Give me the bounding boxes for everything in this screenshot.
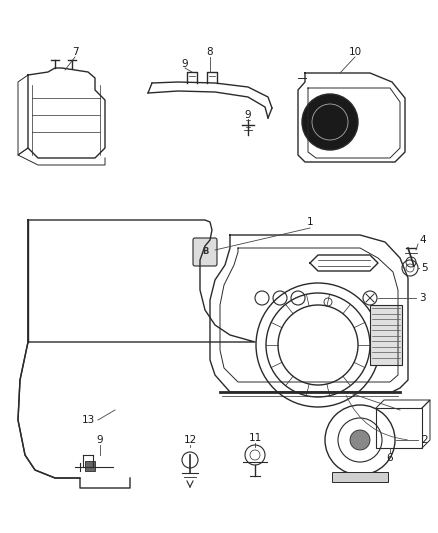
Bar xyxy=(370,305,402,365)
Circle shape xyxy=(302,94,358,150)
FancyBboxPatch shape xyxy=(193,238,217,266)
Bar xyxy=(85,461,95,471)
Text: 4: 4 xyxy=(420,235,426,245)
Text: 9: 9 xyxy=(97,435,103,445)
Circle shape xyxy=(350,430,370,450)
Text: B: B xyxy=(202,247,208,256)
Text: 8: 8 xyxy=(207,47,213,57)
Text: 9: 9 xyxy=(182,59,188,69)
Text: 6: 6 xyxy=(387,453,393,463)
Text: 1: 1 xyxy=(307,217,313,227)
Bar xyxy=(376,408,422,448)
Text: 11: 11 xyxy=(248,433,261,443)
Text: 9: 9 xyxy=(245,110,251,120)
Text: 2: 2 xyxy=(422,435,428,445)
Text: 13: 13 xyxy=(81,415,95,425)
Bar xyxy=(332,472,388,482)
Text: 5: 5 xyxy=(422,263,428,273)
Text: 12: 12 xyxy=(184,435,197,445)
Text: 3: 3 xyxy=(419,293,425,303)
Text: 10: 10 xyxy=(349,47,361,57)
Text: 7: 7 xyxy=(72,47,78,57)
